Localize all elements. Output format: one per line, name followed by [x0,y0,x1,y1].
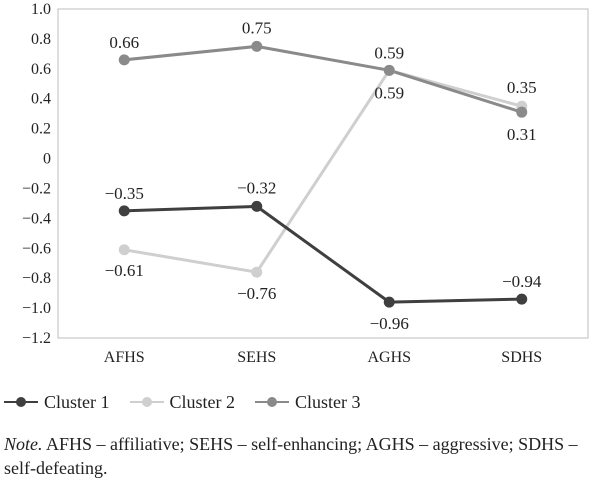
data-point [118,54,130,66]
data-point [118,205,130,217]
y-tick-label: −1.2 [22,330,51,347]
y-tick-label: 0.8 [31,31,51,48]
plot-frame [57,8,589,339]
data-label: 0.59 [374,83,404,102]
chart-legend: Cluster 1 Cluster 2 Cluster 3 [4,390,381,414]
chart-note: Note. AFHS – affiliative; SEHS – self-en… [4,432,589,480]
y-tick-label: −0.6 [22,240,51,257]
y-tick-label: −1.0 [22,300,51,317]
data-label: −0.32 [237,178,276,197]
y-tick-label: 1.0 [31,1,51,18]
data-labels: −0.35 −0.32 −0.96 −0.94 −0.61 −0.76 0.59 0.35 0.… [105,18,542,333]
data-point [251,200,263,212]
y-tick-label: 0 [43,151,51,168]
legend-item-cluster-1: Cluster 1 [4,390,110,414]
data-point [383,296,395,308]
line-chart: 1.0 0.8 0.6 0.4 0.2 0 −0.2 −0.4 −0.6 −0.8 −1.0 −1.2… [22,1,589,366]
data-label: −0.35 [105,184,144,203]
series-line-3 [124,44,523,114]
data-label: 0.75 [242,18,272,37]
data-point [516,293,528,305]
x-tick-label: SDHS [501,349,542,366]
legend-swatch [255,390,289,414]
legend-swatch [129,390,164,414]
data-label: 0.31 [507,125,537,144]
note-text: AFHS – affiliative; SEHS – self-enhancin… [4,434,578,478]
y-tick-label: −0.8 [22,270,51,287]
legend-label: Cluster 3 [295,391,361,412]
legend-swatch [4,390,38,414]
legend-label: Cluster 2 [169,391,236,412]
data-label: 0.35 [507,78,537,97]
series-line-2 [123,68,523,274]
legend-label: Cluster 1 [44,391,110,412]
data-label: −0.76 [237,284,276,303]
data-point [516,106,528,118]
data-label: −0.61 [105,261,144,280]
data-point [251,40,263,52]
x-tick-label: AGHS [367,349,411,366]
data-label: 0.59 [374,43,404,62]
data-label: −0.94 [502,272,542,291]
data-point [251,266,263,278]
legend-item-cluster-3: Cluster 3 [255,390,361,414]
series-points [118,40,528,308]
data-label: −0.96 [370,314,409,333]
x-tick-label: AFHS [104,349,145,366]
note-prefix: Note. [4,434,43,454]
y-tick-label: 0.6 [31,61,51,78]
y-tick-label: −0.4 [22,210,51,227]
series-lines [123,44,523,304]
series-line-1 [124,204,522,304]
legend-item-cluster-2: Cluster 2 [129,390,236,414]
y-tick-label: −0.2 [22,180,51,197]
x-tick-label: SEHS [237,349,276,366]
y-axis-ticks: 1.0 0.8 0.6 0.4 0.2 0 −0.2 −0.4 −0.6 −0.8 −1.0 −1.2 [22,1,51,347]
data-point [118,244,130,256]
y-tick-label: 0.4 [31,91,51,108]
y-tick-label: 0.2 [31,121,51,138]
data-label: 0.66 [109,33,139,52]
x-axis-ticks: AFHS SEHS AGHS SDHS [104,349,542,366]
data-point [383,64,395,76]
